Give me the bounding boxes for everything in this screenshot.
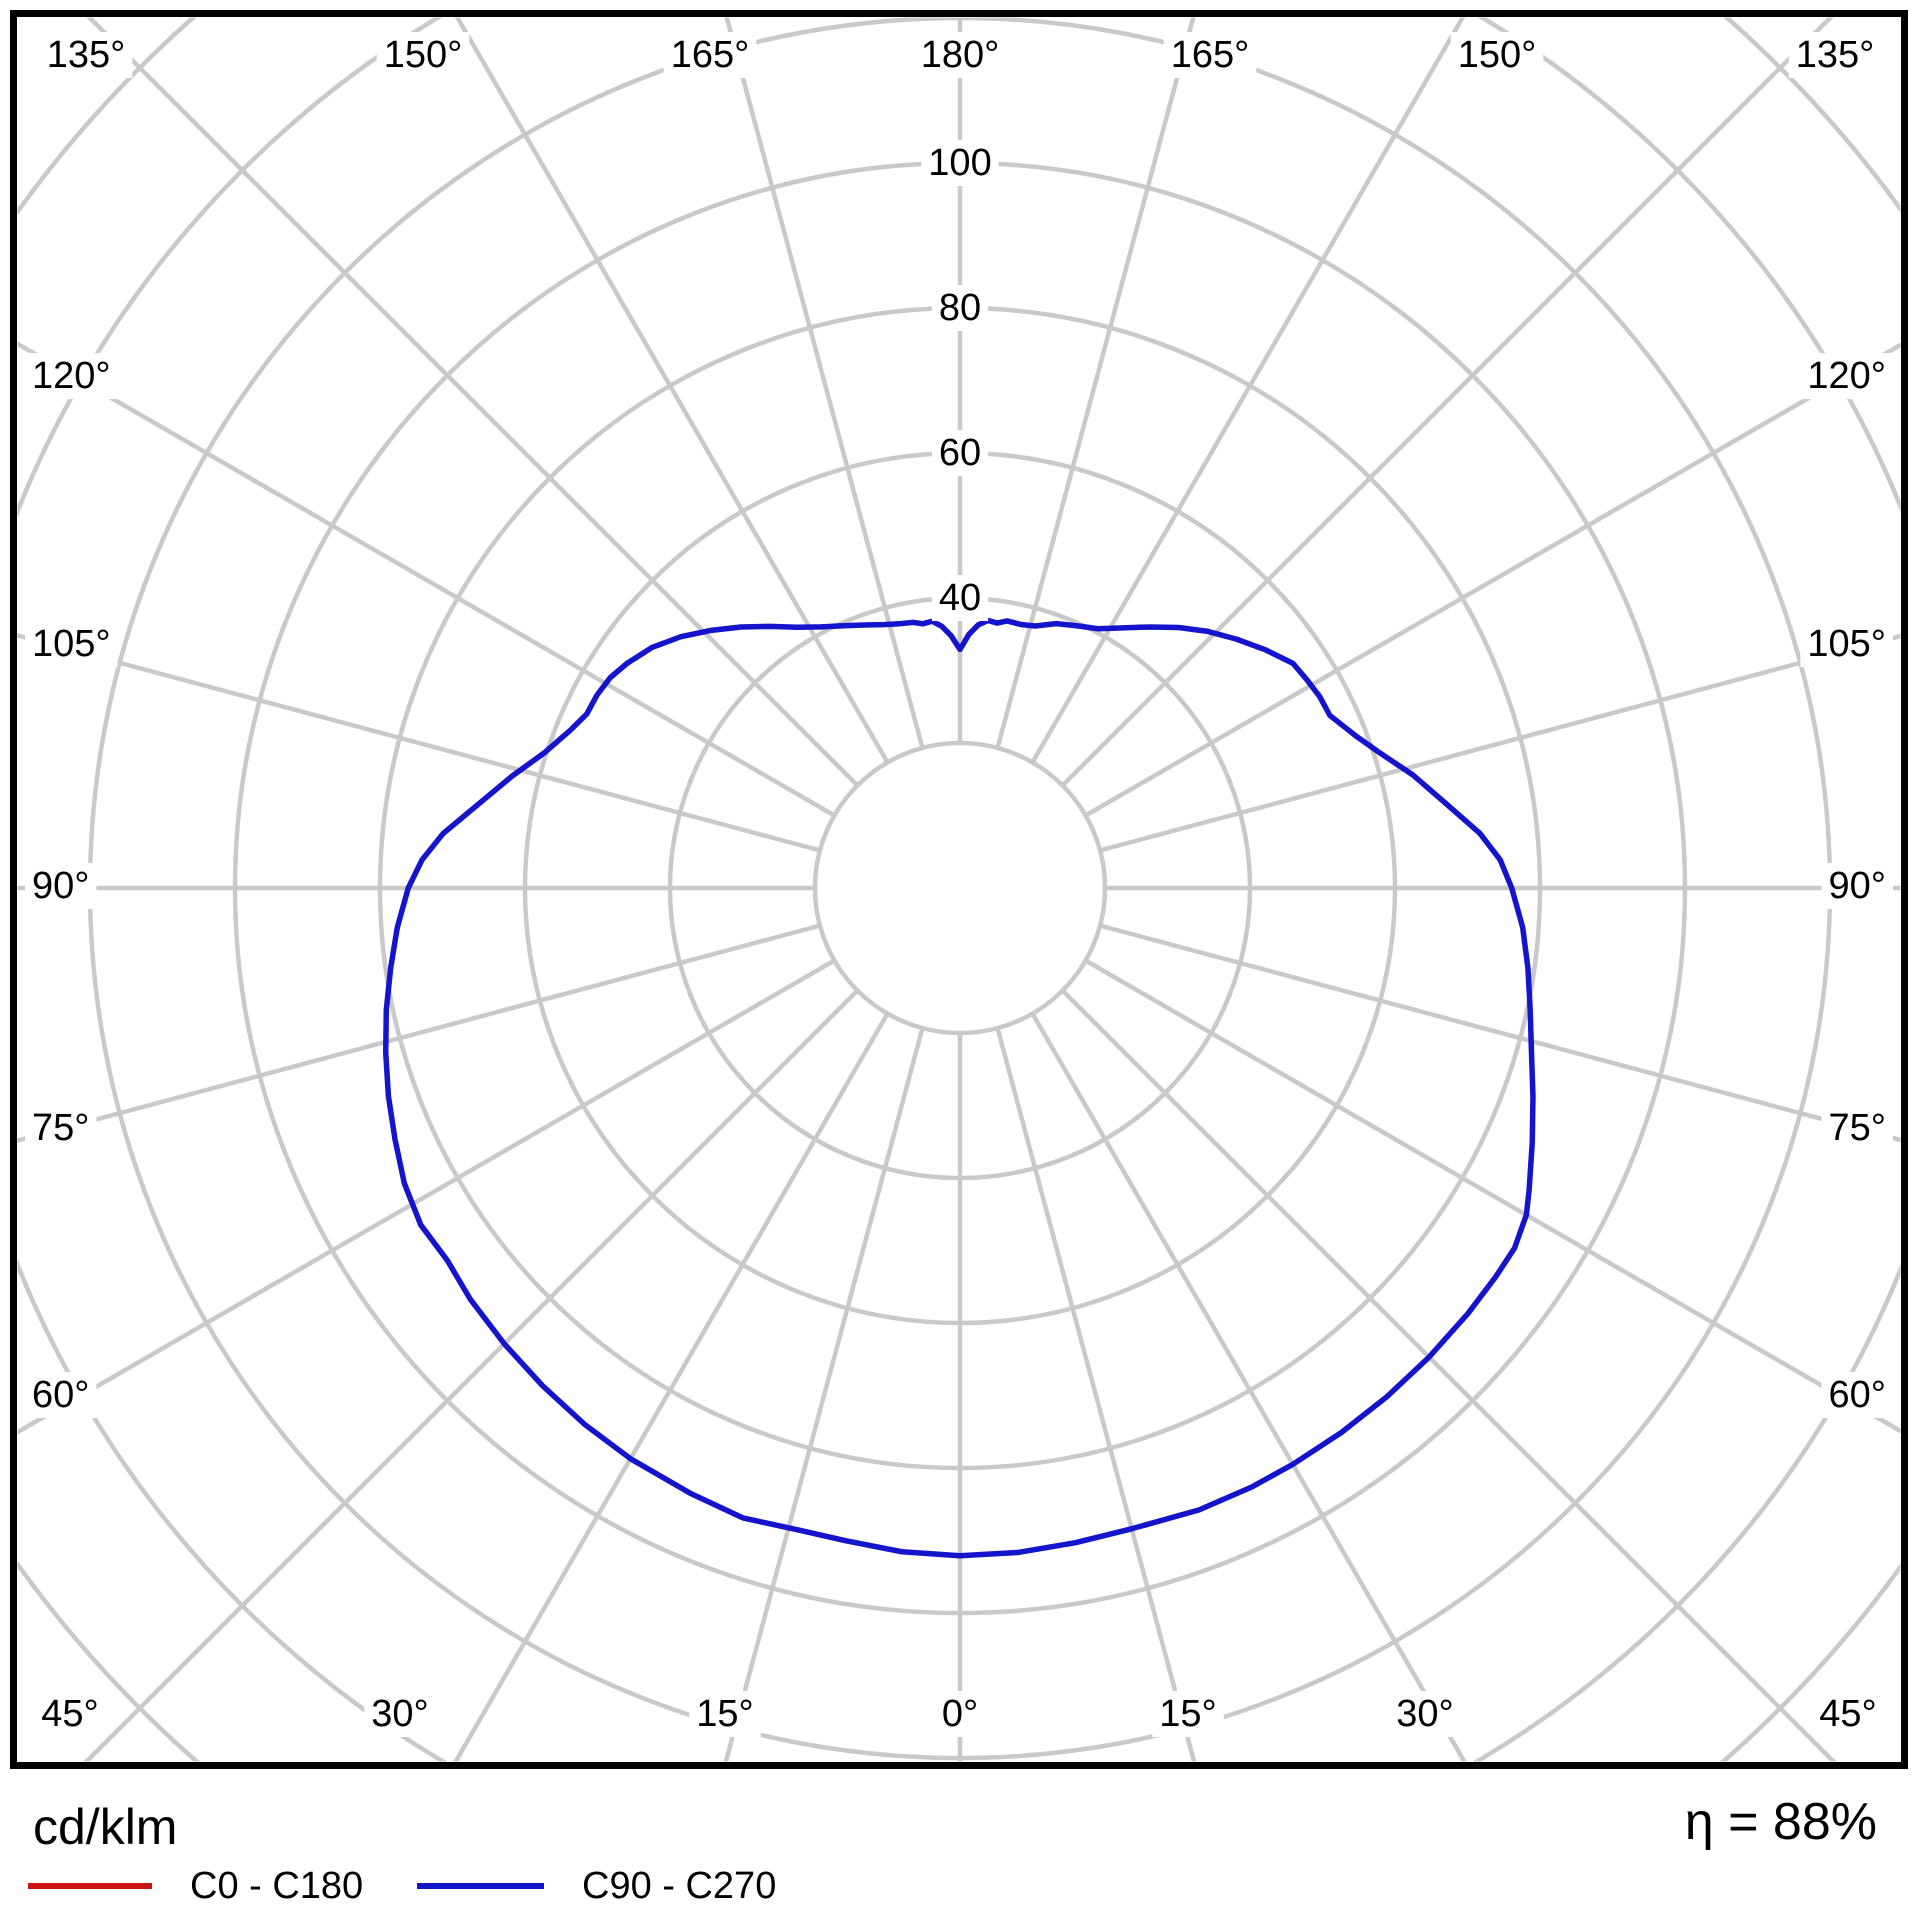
label-background — [1821, 1105, 1893, 1152]
label-background — [931, 285, 989, 332]
grid-spoke — [17, 923, 821, 1143]
label-background — [1821, 863, 1893, 910]
plot-border — [10, 10, 1908, 1769]
angle-label-top: 150° — [1458, 34, 1537, 76]
label-background — [663, 32, 757, 79]
label-background — [1788, 32, 1882, 79]
angle-label-left: 60° — [32, 1374, 89, 1416]
legend: C0 - C180 C90 - C270 — [0, 1858, 1920, 1914]
label-background — [1800, 353, 1893, 400]
legend-swatch-red — [28, 1883, 152, 1889]
grid-spoke — [1030, 1012, 1467, 1762]
legend-item-c90-c270: C90 - C270 — [417, 1858, 776, 1914]
angle-label-top: 135° — [1796, 34, 1875, 76]
label-background — [25, 1105, 97, 1152]
label-background — [1821, 1372, 1893, 1419]
label-background — [1163, 32, 1257, 79]
angle-label-left: 120° — [32, 355, 111, 397]
angle-label-bottom: 0° — [942, 1693, 978, 1735]
label-background — [913, 32, 1007, 79]
angle-label-right: 90° — [1829, 865, 1886, 907]
efficiency-text: = 88% — [1713, 1793, 1877, 1851]
label-background — [934, 1691, 986, 1738]
angle-label-bottom: 45° — [41, 1693, 98, 1735]
grid-spoke — [454, 17, 890, 764]
angle-label-top: 180° — [921, 34, 1000, 76]
label-background — [25, 1372, 97, 1419]
grid-spoke — [995, 1027, 1197, 1762]
grid-spoke — [1030, 17, 1466, 764]
label-background — [39, 32, 133, 79]
label-background — [689, 1691, 761, 1738]
angle-label-bottom: 45° — [1819, 1693, 1876, 1735]
angle-label-right: 75° — [1829, 1107, 1886, 1149]
efficiency-value: η = 88% — [1685, 1792, 1877, 1852]
grid-spoke — [453, 1012, 890, 1762]
angle-label-left: 90° — [32, 865, 89, 907]
eta-symbol: η — [1684, 1793, 1714, 1851]
label-background — [1152, 1691, 1224, 1738]
legend-label-c0-c180: C0 - C180 — [190, 1865, 364, 1907]
label-background — [364, 1691, 436, 1738]
grid-circle — [812, 740, 1108, 1036]
radial-tick-label: 80 — [939, 287, 981, 329]
label-background — [1389, 1691, 1461, 1738]
grid-spoke — [17, 633, 821, 853]
angle-label-top: 135° — [47, 34, 126, 76]
angle-label-right: 60° — [1829, 1374, 1886, 1416]
label-background — [25, 621, 118, 668]
label-background — [25, 863, 97, 910]
label-background — [1800, 621, 1893, 668]
angle-label-top: 165° — [1171, 34, 1250, 76]
radial-tick-label: 100 — [928, 142, 991, 184]
angle-label-bottom: 30° — [371, 1693, 428, 1735]
radial-tick-label: 60 — [939, 432, 981, 474]
label-background — [34, 1691, 106, 1738]
grid-spoke — [17, 958, 836, 1435]
radial-tick-label: 40 — [939, 577, 981, 619]
grid-spoke — [1099, 923, 1901, 1143]
unit-label: cd/klm — [33, 1799, 178, 1855]
axis-labels: 135° 150° 165° 180° 165° 150° 135° 45° 30° 15° 0° 1… — [25, 32, 1893, 1738]
label-background — [931, 575, 989, 622]
angle-label-right: 120° — [1807, 355, 1886, 397]
angle-label-left: 105° — [32, 623, 111, 665]
label-background — [921, 140, 999, 187]
angle-label-bottom: 15° — [1159, 1693, 1216, 1735]
label-background — [1450, 32, 1544, 79]
angle-label-bottom: 15° — [696, 1693, 753, 1735]
grid-spoke — [1084, 342, 1901, 818]
angle-label-left: 75° — [32, 1107, 89, 1149]
legend-item-c0-c180: C0 - C180 — [28, 1858, 363, 1914]
grid-spoke — [1060, 988, 1837, 1762]
grid-spoke — [995, 17, 1196, 749]
label-background — [931, 430, 989, 477]
grid-spoke — [724, 17, 925, 749]
label-background — [1812, 1691, 1884, 1738]
grid-spoke — [1084, 958, 1901, 1434]
angle-label-top: 150° — [384, 34, 463, 76]
grid-spoke — [83, 988, 860, 1762]
angle-label-right: 105° — [1807, 623, 1886, 665]
legend-swatch-blue — [417, 1883, 544, 1889]
label-background — [25, 353, 118, 400]
c90-c270-curve — [382, 617, 1536, 1559]
legend-label-c90-c270: C90 - C270 — [582, 1865, 777, 1907]
angle-label-bottom: 30° — [1396, 1693, 1453, 1735]
label-background — [376, 32, 470, 79]
grid-spoke — [17, 341, 836, 818]
grid-spoke — [1099, 633, 1901, 853]
grid-spoke — [723, 1027, 925, 1762]
angle-label-top: 165° — [671, 34, 750, 76]
